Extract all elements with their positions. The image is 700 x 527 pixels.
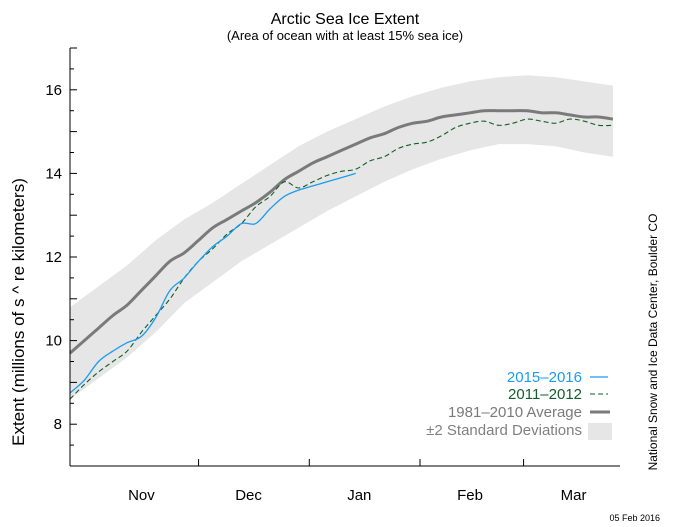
legend-label-average: 1981–2010 Average (448, 404, 582, 421)
y-axis-label: Extent (millions of s ^ re kilometers) (9, 178, 28, 446)
y-tick-label-16: 16 (45, 82, 62, 99)
credit-text: National Snow and Ice Data Center, Bould… (646, 214, 660, 471)
x-tick-label-nov: Nov (128, 487, 155, 504)
y-tick-label-8: 8 (54, 416, 62, 433)
legend-label-std-dev: ±2 Standard Deviations (426, 422, 582, 439)
axes-layer: 8 10 12 14 16 Nov Dec Jan Feb Mar (45, 47, 620, 504)
legend-label-2011-2012: 2011–2012 (508, 386, 582, 403)
x-tick-label-feb: Feb (457, 487, 483, 504)
y-tick-label-10: 10 (45, 333, 62, 350)
y-tick-label-12: 12 (45, 249, 62, 266)
x-tick-label-jan: Jan (347, 487, 371, 504)
x-tick-label-mar: Mar (561, 487, 587, 504)
chart-title: Arctic Sea Ice Extent (271, 11, 420, 28)
legend: 2015–2016 2011–2012 1981–2010 Average ±2… (426, 369, 612, 440)
x-tick-label-dec: Dec (235, 487, 262, 504)
legend-swatch-std-dev (588, 423, 612, 440)
std-dev-band (70, 75, 613, 400)
std-dev-band-layer (70, 75, 613, 400)
legend-label-2015-2016: 2015–2016 (507, 369, 582, 386)
series-line-2015-2016 (69, 172, 356, 394)
series-line-average (69, 109, 614, 355)
plot-area: 8 10 12 14 16 Nov Dec Jan Feb Mar (45, 47, 620, 504)
y-tick-label-14: 14 (45, 165, 62, 182)
date-stamp: 05 Feb 2016 (609, 513, 660, 523)
series-layer (69, 109, 614, 400)
series-line-2011-2012 (69, 118, 613, 400)
chart-subtitle: (Area of ocean with at least 15% sea ice… (227, 28, 463, 43)
